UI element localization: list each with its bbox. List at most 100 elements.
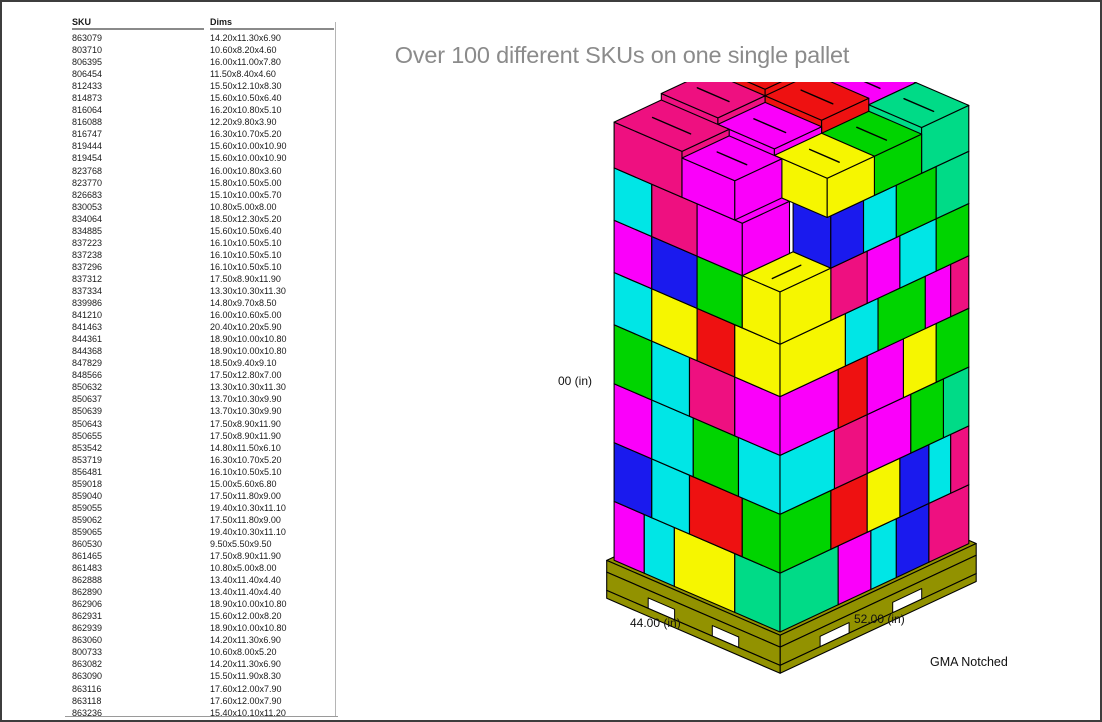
table-row: 850637 13.70x10.30x9.90 [72, 393, 338, 405]
table-row: 859040 17.50x11.80x9.00 [72, 490, 338, 502]
table-row: 844368 18.90x10.00x10.80 [72, 345, 338, 357]
cell-dims: 16.10x10.50x5.10 [210, 237, 282, 248]
cell-dims: 16.10x10.50x5.10 [210, 261, 282, 272]
cell-sku: 819444 [72, 141, 103, 152]
cell-sku: 830053 [72, 201, 103, 212]
cell-dims: 17.50x8.90x11.90 [210, 273, 281, 284]
cell-sku: 816088 [72, 117, 103, 128]
cell-sku: 862939 [72, 623, 103, 634]
cell-sku: 834885 [72, 225, 103, 236]
table-row: 859065 19.40x10.30x11.10 [72, 526, 338, 538]
cell-dims: 12.20x9.80x3.90 [210, 117, 277, 128]
table-row: 850643 17.50x8.90x11.90 [72, 418, 338, 430]
cell-dims: 15.60x10.00x10.90 [210, 141, 287, 152]
cell-sku: 863079 [72, 33, 103, 43]
cell-dims: 19.40x10.30x11.10 [210, 526, 286, 537]
table-row: 816064 16.20x10.80x5.10 [72, 104, 338, 116]
table-row: 862931 15.60x12.00x8.20 [72, 610, 338, 622]
cell-sku: 860530 [72, 538, 103, 549]
cell-dims: 17.60x12.00x7.90 [210, 683, 282, 694]
cell-sku: 823768 [72, 165, 103, 176]
cell-dims: 17.60x12.00x7.90 [210, 695, 282, 706]
table-row: 837296 16.10x10.50x5.10 [72, 261, 338, 273]
cell-dims: 10.60x8.00x5.20 [210, 647, 277, 658]
table-row: 834064 18.50x12.30x5.20 [72, 213, 338, 225]
cell-dims: 16.00x10.60x5.00 [210, 310, 282, 321]
table-row: 863082 14.20x11.30x6.90 [72, 658, 338, 670]
cell-sku: 816064 [72, 105, 103, 116]
cell-sku: 850643 [72, 418, 103, 429]
cell-dims: 14.20x11.30x6.90 [210, 33, 281, 43]
cell-dims: 17.50x8.90x11.90 [210, 430, 281, 441]
cell-sku: 859055 [72, 502, 103, 513]
cell-sku: 841210 [72, 310, 103, 321]
table-vertical-divider [335, 22, 336, 716]
sku-table-rows: 863079 14.20x11.30x6.90 803710 10.60x8.20x4… [72, 32, 338, 719]
cell-dims: 15.00x5.60x6.80 [210, 478, 277, 489]
cell-sku: 847829 [72, 358, 103, 369]
table-row: 830053 10.80x5.00x8.00 [72, 201, 338, 213]
cell-sku: 806395 [72, 57, 103, 68]
cell-dims: 16.30x10.70x5.20 [210, 454, 282, 465]
table-row: 837312 17.50x8.90x11.90 [72, 273, 338, 285]
cell-sku: 800733 [72, 647, 103, 658]
cell-dims: 13.30x10.30x11.30 [210, 382, 286, 393]
cell-dims: 15.50x11.90x8.30 [210, 671, 281, 682]
table-row: 848566 17.50x12.80x7.00 [72, 369, 338, 381]
table-row: 863116 17.60x12.00x7.90 [72, 683, 338, 695]
table-row: 862888 13.40x11.40x4.40 [72, 574, 338, 586]
cell-sku: 863082 [72, 659, 103, 670]
cell-dims: 9.50x5.50x9.50 [210, 538, 272, 549]
cell-sku: 861465 [72, 551, 103, 562]
pallet-height-label: 00 (in) [557, 374, 592, 388]
cell-sku: 853542 [72, 442, 103, 453]
cell-sku: 819454 [72, 153, 103, 164]
table-row: 839986 14.80x9.70x8.50 [72, 297, 338, 309]
table-row: 806454 11.50x8.40x4.60 [72, 68, 338, 80]
cell-sku: 841463 [72, 322, 103, 333]
cell-dims: 18.90x10.00x10.80 [210, 334, 287, 345]
cell-dims: 16.00x11.00x7.80 [210, 57, 281, 68]
table-row: 816088 12.20x9.80x3.90 [72, 116, 338, 128]
cell-sku: 848566 [72, 370, 103, 381]
cell-sku: 839986 [72, 298, 103, 309]
table-row: 837334 13.30x10.30x11.30 [72, 285, 338, 297]
cell-sku: 863116 [72, 683, 102, 694]
table-row: 859018 15.00x5.60x6.80 [72, 478, 338, 490]
cell-sku: 803710 [72, 45, 103, 56]
cell-sku: 859065 [72, 526, 103, 537]
table-row: 823770 15.80x10.50x5.00 [72, 177, 338, 189]
table-row: 860530 9.50x5.50x9.50 [72, 538, 338, 550]
cell-dims: 10.60x8.20x4.60 [210, 45, 277, 56]
table-row: 837223 16.10x10.50x5.10 [72, 237, 338, 249]
cell-sku: 834064 [72, 213, 103, 224]
cell-dims: 14.20x11.30x6.90 [210, 635, 281, 646]
cell-dims: 18.50x12.30x5.20 [210, 213, 282, 224]
cell-dims: 10.80x5.00x8.00 [210, 201, 277, 212]
table-row: 863118 17.60x12.00x7.90 [72, 695, 338, 707]
cell-dims: 14.80x11.50x6.10 [210, 442, 281, 453]
pallet-3d-figure [606, 82, 977, 674]
pallet-depth-label: 44.00 (in) [630, 616, 681, 630]
cell-sku: 812433 [72, 81, 103, 92]
cell-dims: 17.50x12.80x7.00 [210, 370, 282, 381]
table-row: 847829 18.50x9.40x9.10 [72, 357, 338, 369]
table-row: 816747 16.30x10.70x5.20 [72, 128, 338, 140]
cell-dims: 10.80x5.00x8.00 [210, 563, 277, 574]
cell-sku: 862888 [72, 575, 103, 586]
cell-sku: 844361 [72, 334, 103, 345]
cell-dims: 17.50x8.90x11.90 [210, 551, 281, 562]
table-row: 863090 15.50x11.90x8.30 [72, 670, 338, 682]
cell-dims: 17.50x11.80x9.00 [210, 490, 281, 501]
cell-sku: 853719 [72, 454, 103, 465]
cell-dims: 15.60x10.50x6.40 [210, 93, 282, 104]
cell-sku: 863090 [72, 671, 103, 682]
cell-dims: 15.40x10.10x11.20 [210, 707, 286, 718]
cell-dims: 19.40x10.30x11.10 [210, 502, 286, 513]
table-row: 850632 13.30x10.30x11.30 [72, 381, 338, 393]
table-row: 853719 16.30x10.70x5.20 [72, 454, 338, 466]
cell-sku: 850637 [72, 394, 103, 405]
table-row: 841463 20.40x10.20x5.90 [72, 321, 338, 333]
column-header-dims: Dims [210, 17, 338, 30]
cell-dims: 16.10x10.50x5.10 [210, 249, 282, 260]
